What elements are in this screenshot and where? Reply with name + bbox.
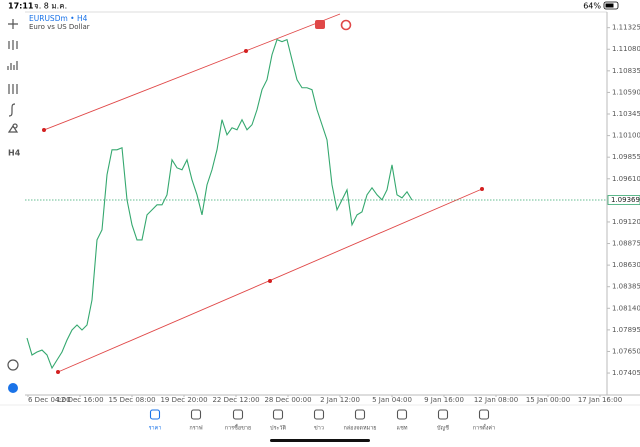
shapes-tool[interactable] xyxy=(7,123,19,133)
y-tick-label: 1.08385 xyxy=(612,283,640,291)
x-tick-label: 22 Dec 12:00 xyxy=(212,396,259,404)
symbol-title[interactable]: EURUSDm • H4 xyxy=(29,14,88,23)
tab-icon[interactable] xyxy=(437,409,449,420)
tab-label[interactable]: บัญชี xyxy=(437,425,449,432)
x-tick-label: 9 Jan 16:00 xyxy=(424,396,464,404)
battery-level xyxy=(605,3,614,8)
period-button[interactable]: H4 xyxy=(8,149,21,158)
x-tick-label: 12 Dec 16:00 xyxy=(56,396,103,404)
x-tick-label: 12 Jan 08:00 xyxy=(474,396,518,404)
y-tick-label: 1.09855 xyxy=(612,153,640,161)
trade-button[interactable] xyxy=(315,20,325,29)
tab-label[interactable]: กล่องจดหมาย xyxy=(343,426,376,432)
y-tick-label: 1.11325 xyxy=(612,24,640,32)
indicator-button[interactable] xyxy=(340,19,352,31)
y-tick-label: 1.09120 xyxy=(612,218,640,226)
y-tick-label: 1.07405 xyxy=(612,369,640,377)
signals-tool[interactable] xyxy=(7,359,19,371)
x-tick-label: 15 Jan 00:00 xyxy=(526,396,570,404)
tab-icon[interactable] xyxy=(354,409,366,420)
tab-icon[interactable] xyxy=(149,409,161,420)
trend-point[interactable] xyxy=(268,279,272,283)
trend-point[interactable] xyxy=(244,49,248,53)
tab-label[interactable]: แชท xyxy=(397,425,408,432)
current-price-box xyxy=(607,195,640,205)
objects-tool[interactable] xyxy=(8,103,16,117)
y-tick-label: 1.11080 xyxy=(612,45,640,53)
crosshair-tool[interactable] xyxy=(8,19,18,29)
status-date: จ. 8 ม.ค. xyxy=(34,2,67,11)
tab-icon[interactable] xyxy=(396,409,408,420)
status-time: 17:11 xyxy=(8,2,34,11)
x-tick-label: 6 Dec 04:00 xyxy=(28,396,71,404)
y-tick-label: 1.10345 xyxy=(612,110,640,118)
x-tick-label: 15 Dec 08:00 xyxy=(108,396,155,404)
y-tick-label: 1.07895 xyxy=(612,326,640,334)
y-tick-label: 1.10100 xyxy=(612,132,640,140)
battery-icon xyxy=(603,1,619,10)
x-tick-label: 5 Jan 04:00 xyxy=(372,396,412,404)
current-price-label: 1.09369 xyxy=(611,196,640,204)
y-tick-label: 1.07650 xyxy=(612,347,640,355)
indicators-tool[interactable] xyxy=(7,61,18,70)
trend-point[interactable] xyxy=(56,370,60,374)
x-tick-label: 2 Jan 12:00 xyxy=(320,396,360,404)
y-tick-label: 1.08875 xyxy=(612,240,640,248)
tab-icon[interactable] xyxy=(190,409,202,420)
price-line xyxy=(26,38,413,370)
battery-text: 64% xyxy=(583,2,601,11)
x-tick-label: 28 Dec 00:00 xyxy=(264,396,311,404)
tab-icon[interactable] xyxy=(272,409,284,420)
symbol-description: Euro vs US Dollar xyxy=(29,23,90,31)
y-tick-label: 1.08630 xyxy=(612,261,640,269)
trend-point[interactable] xyxy=(42,128,46,132)
tab-label[interactable]: การซื้อขาย xyxy=(225,424,251,432)
y-tick-label: 1.09610 xyxy=(612,175,640,183)
tab-label[interactable]: กราฟ xyxy=(189,425,202,432)
tab-icon[interactable] xyxy=(478,409,490,420)
tab-icon[interactable] xyxy=(232,409,244,420)
tab-label[interactable]: ข่าว xyxy=(314,426,324,432)
trend-line[interactable] xyxy=(43,13,341,131)
tab-icon[interactable] xyxy=(313,409,325,420)
tab-label[interactable]: ประวัติ xyxy=(270,425,286,432)
account-tool[interactable] xyxy=(8,383,18,393)
trend-point[interactable] xyxy=(480,187,484,191)
tab-label[interactable]: ราคา xyxy=(149,426,162,432)
y-tick-label: 1.10835 xyxy=(612,67,640,75)
home-indicator xyxy=(270,439,370,442)
settings-tool[interactable] xyxy=(8,84,18,94)
x-tick-label: 17 Jan 16:00 xyxy=(578,396,622,404)
x-tick-label: 19 Dec 20:00 xyxy=(160,396,207,404)
tab-label[interactable]: การตั้งค่า xyxy=(473,424,495,432)
chart-type-tool[interactable] xyxy=(8,40,18,50)
y-tick-label: 1.08140 xyxy=(612,304,640,312)
left-toolbar: H4 xyxy=(7,19,21,393)
y-tick-label: 1.10590 xyxy=(612,88,640,96)
